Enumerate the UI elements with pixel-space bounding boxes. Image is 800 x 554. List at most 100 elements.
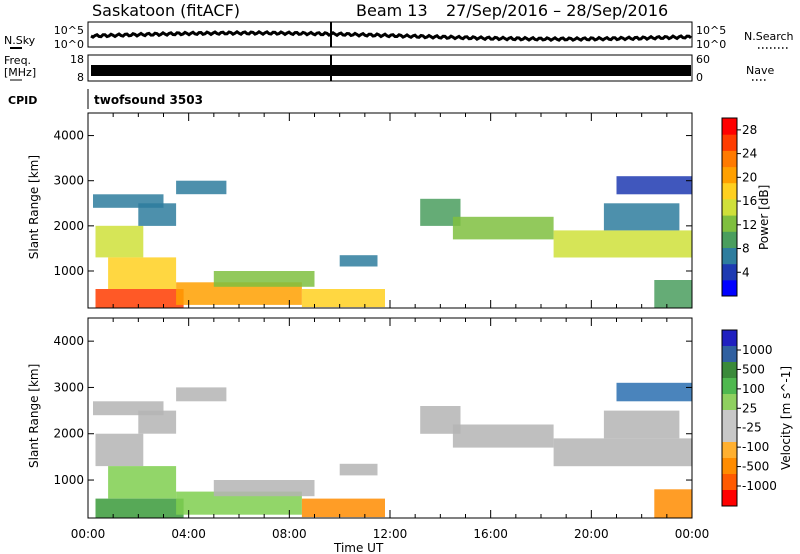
power-region: [176, 180, 227, 195]
nsearch-tick-top: 10^5: [696, 24, 726, 37]
velocity-region: [138, 410, 177, 434]
power-region: [616, 176, 692, 195]
cpid-value: twofsound 3503: [94, 93, 203, 107]
power-panel: 1000 2000 3000 4000 Slant Range [km]: [27, 112, 693, 309]
power-region: [138, 203, 177, 226]
velocity-colorbar-swatch: [722, 330, 737, 347]
velocity-region: [176, 387, 227, 402]
velocity-colorbar-swatch: [722, 490, 737, 507]
velocity-colorbar-tick-label: -1000: [742, 479, 777, 493]
velocity-colorbar-swatch: [722, 346, 737, 363]
nsearch-label: N.Search: [744, 30, 794, 43]
velocity-region: [603, 410, 680, 439]
date-range: 27/Sep/2016 – 28/Sep/2016: [446, 1, 668, 20]
power-colorbar-tick-label: 8: [742, 242, 750, 256]
power-colorbar-frame: [721, 117, 738, 297]
velocity-colorbar-swatch: [722, 442, 737, 459]
nave-tick-top: 60: [696, 53, 710, 66]
x-tick-label: 00:00: [675, 527, 710, 541]
velocity-colorbar-label: Velocity [m s^-1]: [779, 366, 793, 470]
velocity-region: [108, 466, 177, 499]
power-colorbar-tick-label: 12: [742, 218, 757, 232]
power-region: [603, 203, 680, 231]
power-region: [301, 289, 385, 308]
velocity-region: [452, 424, 554, 448]
power-colorbar-swatch: [722, 166, 737, 184]
power-region: [339, 255, 378, 267]
power-frame: [87, 112, 693, 309]
velocity-region: [616, 382, 692, 402]
power-data-layer: [93, 176, 693, 308]
velocity-colorbar-swatch: [722, 458, 737, 475]
velocity-region: [553, 438, 692, 467]
velocity-y-tick-label: 4000: [53, 334, 84, 348]
velocity-x-ticks: [87, 318, 693, 518]
power-colorbar-swatch: [722, 231, 737, 248]
beam-label: Beam 13: [356, 1, 428, 20]
power-colorbar-tick-label: 4: [742, 265, 750, 279]
x-tick-label: 00:00: [71, 527, 106, 541]
nsky-trace: [90, 29, 692, 43]
velocity-region: [339, 463, 378, 476]
power-region: [176, 282, 302, 305]
freq-unit: [MHz]: [4, 66, 36, 79]
velocity-colorbar-swatch: [722, 378, 737, 395]
nsearch-tick-bottom: 10^0: [696, 38, 726, 51]
freq-strip: Freq. [MHz] 18 8 60 0 Nave: [4, 53, 774, 84]
velocity-colorbar-swatch: [722, 426, 737, 443]
velocity-frame: [87, 317, 693, 519]
x-tick-label: 20:00: [574, 527, 609, 541]
power-colorbar-swatch: [722, 198, 737, 216]
power-colorbar-label: Power [dB]: [757, 185, 771, 250]
velocity-data-layer: [93, 382, 693, 518]
x-tick-label: 16:00: [473, 527, 508, 541]
velocity-colorbar-swatch: [722, 474, 737, 491]
power-region: [553, 230, 692, 258]
power-region: [213, 271, 315, 287]
cpid-strip: CPID twofsound 3503: [8, 89, 203, 109]
nsky-tick-top: 10^5: [54, 24, 84, 37]
power-colorbar-swatch: [722, 150, 737, 168]
velocity-y-tick-label: 2000: [53, 427, 84, 441]
x-tick-label: 08:00: [272, 527, 307, 541]
freq-trace: [91, 65, 691, 76]
velocity-region: [654, 489, 693, 518]
power-y-tick-label: 4000: [53, 129, 84, 143]
freq-frame: [87, 54, 693, 82]
velocity-y-axis-label: Slant Range [km]: [27, 364, 41, 468]
nave-tick-bottom: 0: [696, 71, 703, 84]
power-colorbar-swatch: [722, 118, 737, 135]
nsky-tick-bottom: 10^0: [54, 38, 84, 51]
nsky-label: N.Sky: [4, 34, 36, 47]
freq-tick-top: 18: [70, 53, 84, 66]
power-colorbar-swatch: [722, 182, 737, 200]
power-region: [452, 216, 554, 240]
power-colorbar: 4 8 12 16 20 24 28 Power [dB]: [721, 117, 771, 297]
power-colorbar-tick-label: 20: [742, 170, 757, 184]
velocity-colorbar-swatch: [722, 410, 737, 427]
velocity-y-axis: 1000 2000 3000 4000: [53, 334, 692, 487]
velocity-colorbar-swatch: [722, 394, 737, 411]
power-colorbar-tick-label: 24: [742, 147, 757, 161]
freq-tick-bottom: 8: [77, 71, 84, 84]
power-region: [108, 257, 177, 289]
power-colorbar-tick-label: 28: [742, 123, 757, 137]
power-y-axis: 1000 2000 3000 4000: [53, 129, 692, 278]
power-colorbar-tick-label: 16: [742, 194, 757, 208]
power-y-axis-label: Slant Range [km]: [27, 155, 41, 259]
freq-label: Freq.: [4, 54, 31, 67]
station-title: Saskatoon (fitACF): [92, 1, 240, 20]
cpid-label: CPID: [8, 94, 37, 107]
power-region: [654, 280, 693, 308]
velocity-colorbar: 1000 500 100 25 -25 -100 -500 -1000 Velocity [m…: [721, 329, 793, 507]
nsky-strip: N.Sky 10^5 10^0 10^5 10^0 N.Search: [4, 21, 794, 51]
velocity-colorbar-frame: [721, 329, 738, 507]
power-region: [95, 225, 144, 258]
power-colorbar-swatch: [722, 215, 737, 232]
x-tick-label: 04:00: [171, 527, 206, 541]
power-colorbar-swatch: [722, 263, 737, 281]
power-colorbar-swatch: [722, 134, 737, 151]
velocity-panel: 1000 2000 3000 4000 Slant Range [km]: [27, 317, 693, 519]
power-y-tick-label: 3000: [53, 174, 84, 188]
